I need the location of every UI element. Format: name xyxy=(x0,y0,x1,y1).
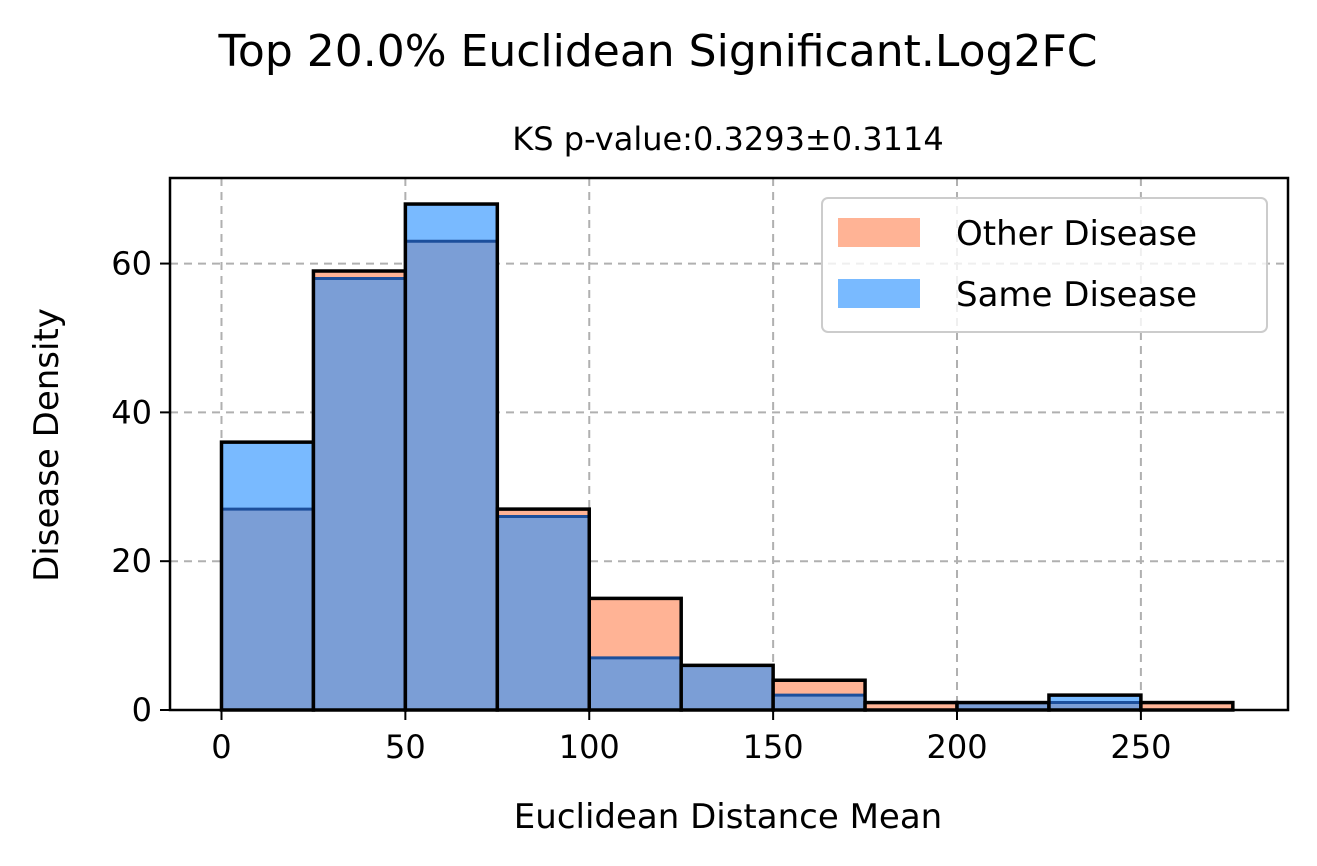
bar-excess xyxy=(865,702,958,710)
bar-excess xyxy=(589,598,682,658)
bar-excess xyxy=(773,680,866,696)
legend-label-same-disease: Same Disease xyxy=(956,275,1197,315)
axes-layer: 0 50 100 150 200 250 0 20 40 60 xyxy=(111,176,1290,766)
bar-excess xyxy=(1140,702,1233,710)
x-tick-label: 50 xyxy=(385,728,426,766)
bar-excess xyxy=(497,509,590,517)
bar-overlap xyxy=(957,702,1049,710)
bar-overlap xyxy=(221,509,314,710)
y-tick-label: 0 xyxy=(132,691,152,729)
bar-excess xyxy=(405,204,498,242)
plot-frame xyxy=(168,176,1290,712)
x-axis-label: Euclidean Distance Mean xyxy=(514,797,942,837)
y-tick-label: 60 xyxy=(111,245,152,283)
bar-excess xyxy=(221,442,314,510)
bar-overlap xyxy=(405,241,498,710)
bars-layer xyxy=(219,202,1235,712)
chart-title: KS p-value:0.3293±0.3114 xyxy=(512,120,943,158)
chart-suptitle: Top 20.0% Euclidean Significant.Log2FC xyxy=(218,26,1098,77)
bar-overlap xyxy=(681,665,774,710)
x-tick-label: 150 xyxy=(743,728,804,766)
bar-overlap xyxy=(1048,702,1141,710)
bar-overlap xyxy=(589,657,682,710)
bar-excess xyxy=(313,271,406,279)
x-tick-label: 100 xyxy=(559,728,620,766)
y-tick-label: 20 xyxy=(111,542,152,580)
y-tick-label: 40 xyxy=(111,393,152,431)
legend-frame xyxy=(821,197,1268,333)
x-tick-label: 250 xyxy=(1110,728,1171,766)
y-axis-label: Disease Density xyxy=(27,308,67,582)
bar-overlap xyxy=(773,695,866,710)
legend-label-other-disease: Other Disease xyxy=(956,214,1197,254)
legend-swatch-same-disease xyxy=(838,279,920,308)
bar-overlap xyxy=(313,278,406,710)
bar-overlap xyxy=(497,516,590,710)
legend-swatch-other-disease xyxy=(838,218,920,247)
x-tick-label: 0 xyxy=(211,728,231,766)
legend: Other Disease Same Disease xyxy=(821,197,1268,333)
x-tick-label: 200 xyxy=(926,728,987,766)
bar-excess xyxy=(1048,695,1141,703)
